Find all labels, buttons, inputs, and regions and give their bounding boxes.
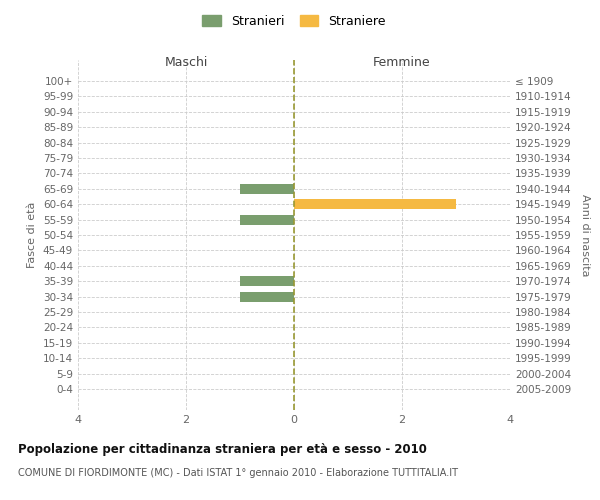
Y-axis label: Fasce di età: Fasce di età <box>28 202 37 268</box>
Text: Femmine: Femmine <box>373 56 431 68</box>
Bar <box>240 292 294 302</box>
Text: Maschi: Maschi <box>164 56 208 68</box>
Bar <box>240 276 294 286</box>
Legend: Stranieri, Straniere: Stranieri, Straniere <box>199 11 389 32</box>
Y-axis label: Anni di nascita: Anni di nascita <box>580 194 590 276</box>
Bar <box>240 184 294 194</box>
Bar <box>294 199 456 209</box>
Text: Popolazione per cittadinanza straniera per età e sesso - 2010: Popolazione per cittadinanza straniera p… <box>18 442 427 456</box>
Text: COMUNE DI FIORDIMONTE (MC) - Dati ISTAT 1° gennaio 2010 - Elaborazione TUTTITALI: COMUNE DI FIORDIMONTE (MC) - Dati ISTAT … <box>18 468 458 478</box>
Bar <box>240 214 294 224</box>
